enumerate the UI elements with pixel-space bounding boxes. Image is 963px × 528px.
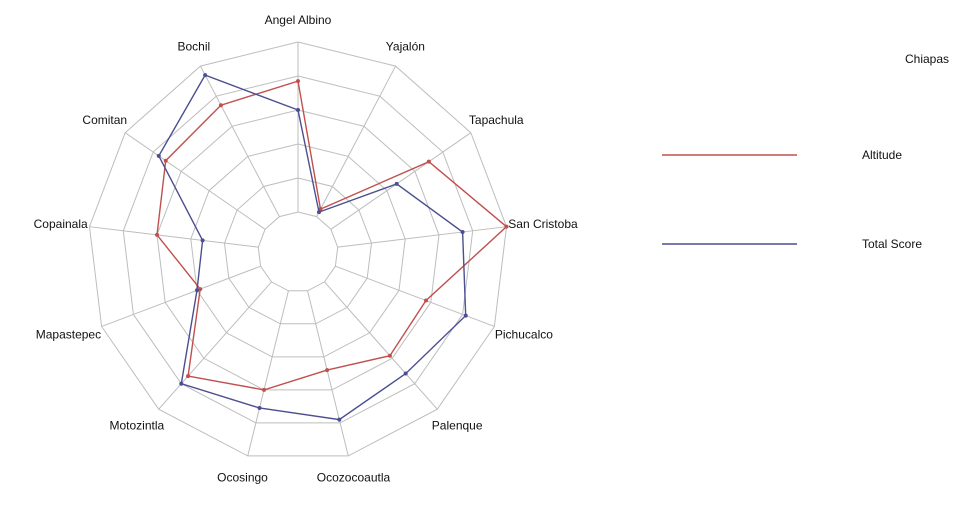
- legend-label-total-score: Total Score: [862, 237, 922, 251]
- grid-ring: [156, 109, 440, 391]
- data-point-altitude: [424, 298, 429, 303]
- data-point-altitude: [155, 232, 160, 237]
- grid-ring: [223, 177, 373, 325]
- chart-title: Chiapas: [905, 52, 949, 66]
- data-point-altitude: [426, 159, 431, 164]
- category-label: Pichucalco: [495, 327, 553, 341]
- data-point-altitude: [318, 207, 323, 212]
- data-point-total-score: [257, 406, 262, 411]
- data-point-altitude: [325, 368, 330, 373]
- data-point-altitude: [262, 387, 267, 392]
- data-point-total-score: [460, 230, 465, 235]
- category-label: Copainala: [34, 217, 88, 231]
- data-point-altitude: [387, 353, 392, 358]
- data-point-altitude: [198, 287, 203, 292]
- category-label: Angel Albino: [265, 13, 332, 27]
- grid-spoke: [307, 290, 349, 457]
- radar-grid: [88, 41, 508, 457]
- data-point-altitude: [296, 79, 300, 84]
- category-label: Palenque: [432, 419, 483, 433]
- grid-ring: [257, 211, 339, 292]
- grid-spoke: [324, 281, 438, 410]
- category-label: Yajalón: [386, 40, 425, 54]
- data-point-total-score: [463, 313, 468, 318]
- data-point-total-score: [179, 381, 184, 386]
- data-point-altitude: [186, 374, 191, 379]
- grid-ring: [88, 41, 508, 457]
- series-line-altitude: [156, 80, 508, 391]
- data-point-total-score: [156, 153, 161, 158]
- grid-spoke: [101, 265, 261, 327]
- data-point-altitude: [504, 224, 509, 229]
- data-point-total-score: [200, 238, 205, 243]
- series-line-total-score: [158, 74, 467, 421]
- grid-spoke: [247, 290, 289, 457]
- category-label: Motozintla: [109, 419, 164, 433]
- category-label: Comitan: [82, 113, 127, 127]
- data-point-total-score: [203, 73, 208, 78]
- category-label: Tapachula: [469, 113, 524, 127]
- category-labels: Angel Albino Yajalón Tapachula San Cristoba…: [34, 13, 578, 484]
- category-label: San Cristoba: [508, 217, 578, 231]
- data-point-total-score: [403, 371, 408, 376]
- category-label: Ocozocoautla: [317, 470, 391, 484]
- data-point-altitude: [218, 103, 223, 108]
- category-label: Bochil: [178, 40, 211, 54]
- category-label: Mapastepec: [36, 327, 101, 341]
- grid-spoke: [89, 226, 259, 248]
- legend: Altitude Total Score: [662, 148, 922, 251]
- grid-spoke: [158, 281, 272, 410]
- data-point-total-score: [195, 288, 200, 293]
- category-label: Ocosingo: [217, 470, 268, 484]
- grid-spoke: [335, 265, 495, 327]
- data-point-altitude: [163, 158, 168, 163]
- grid-spoke: [316, 65, 397, 217]
- grid-ring: [122, 75, 474, 424]
- grid-spoke: [337, 226, 507, 248]
- data-point-total-score: [337, 417, 342, 422]
- grid-ring: [190, 143, 406, 358]
- grid-spoke: [330, 132, 472, 230]
- radar-series: [155, 73, 509, 422]
- grid-spoke: [124, 132, 266, 230]
- data-point-total-score: [316, 210, 321, 215]
- data-point-total-score: [296, 108, 300, 112]
- data-point-total-score: [394, 181, 399, 186]
- grid-spoke: [199, 65, 280, 217]
- legend-label-altitude: Altitude: [862, 148, 902, 162]
